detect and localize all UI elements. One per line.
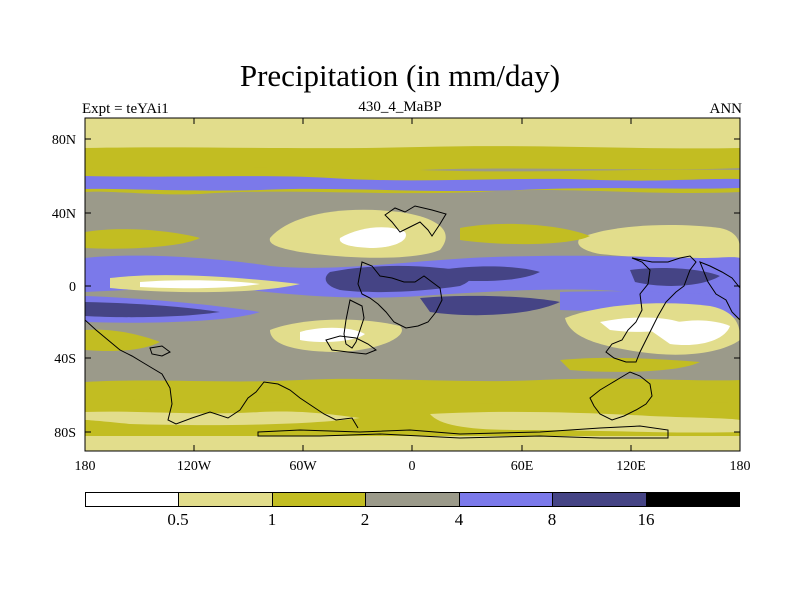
colorbar-swatch bbox=[459, 493, 554, 506]
x-tick-label: 180 bbox=[75, 459, 96, 474]
coastline-europe bbox=[384, 205, 447, 237]
coastline-southern-landmass bbox=[589, 371, 653, 421]
colorbar-label: 2 bbox=[360, 510, 370, 529]
y-tick-label: 80N bbox=[52, 133, 76, 148]
coastline-asia-australia bbox=[605, 255, 697, 363]
y-tick-label: 0 bbox=[69, 280, 76, 295]
field-olive-patch-se bbox=[560, 357, 700, 372]
coastlines bbox=[85, 205, 740, 439]
field-very-wet-core-2 bbox=[440, 266, 540, 282]
experiment-label: Expt = teYAi1 bbox=[82, 101, 169, 117]
y-tick-label: 40N bbox=[52, 207, 76, 222]
colorbar-swatch bbox=[646, 493, 739, 506]
colorbar-label: 8 bbox=[547, 510, 557, 529]
field-south-very-wet-mid bbox=[420, 295, 560, 316]
colorbar-label: 4 bbox=[454, 510, 464, 529]
x-tick-label: 120W bbox=[177, 459, 212, 474]
coastline-antarctic-shelf bbox=[257, 425, 669, 439]
x-tick-label: 0 bbox=[409, 459, 416, 474]
field-olive-patch-west bbox=[85, 229, 200, 249]
x-axis-ticks bbox=[84, 118, 741, 451]
x-tick-label: 120E bbox=[616, 459, 646, 474]
coastline-south-america-east bbox=[343, 299, 365, 349]
colorbar bbox=[85, 492, 740, 507]
field-dry-area-north-pacific bbox=[578, 225, 740, 262]
field-polar-pale-band bbox=[85, 436, 740, 451]
coastline-east-islands bbox=[699, 261, 740, 321]
y-tick-label: 80S bbox=[54, 426, 76, 441]
field-south-pale-patch-1 bbox=[85, 411, 360, 426]
field-south-olive-band bbox=[85, 378, 740, 408]
colorbar-swatch bbox=[272, 493, 367, 506]
map-field bbox=[85, 118, 740, 451]
field-olive-patch-sw bbox=[85, 329, 160, 352]
coastline-small-island bbox=[149, 345, 171, 357]
x-tick-label: 180 bbox=[730, 459, 751, 474]
x-tick-label: 60W bbox=[289, 459, 317, 474]
plot-title: Precipitation (in mm/day) bbox=[239, 58, 561, 93]
coastline-south-africa bbox=[325, 335, 378, 355]
y-axis-ticks bbox=[85, 138, 740, 433]
y-tick-label: 40S bbox=[54, 352, 76, 367]
colorbar-swatch bbox=[86, 493, 180, 506]
field-very-dry-center-1 bbox=[339, 227, 406, 248]
field-very-dry-center-2 bbox=[300, 327, 365, 342]
age-label: 430_4_MaBP bbox=[358, 99, 442, 115]
colorbar-label: 16 bbox=[637, 510, 655, 529]
field-north-olive-band bbox=[85, 146, 740, 172]
colorbar-swatch bbox=[179, 493, 273, 506]
y-tick-labels: 80N 40N 0 40S 80S bbox=[52, 133, 76, 441]
colorbar-swatch bbox=[553, 493, 647, 506]
coastline-africa bbox=[357, 261, 443, 329]
field-very-dry-center-4 bbox=[650, 320, 730, 346]
coastline-antarctic-west bbox=[85, 319, 359, 429]
field-olive-patch-east bbox=[460, 223, 590, 245]
colorbar-label: 1 bbox=[267, 510, 277, 529]
x-tick-labels: 180 120W 60W 0 60E 120E 180 bbox=[75, 459, 751, 474]
field-north-storm-track bbox=[85, 176, 740, 192]
x-tick-label: 60E bbox=[511, 459, 534, 474]
field-south-pale-patch-2 bbox=[430, 411, 740, 433]
field-very-dry-tongue bbox=[140, 280, 260, 289]
field-very-wet-core-africa bbox=[325, 265, 471, 293]
season-label: ANN bbox=[709, 101, 743, 117]
field-very-wet-core-east bbox=[630, 268, 720, 286]
colorbar-label: 0.5 bbox=[167, 510, 189, 529]
field-south-very-wet-west bbox=[85, 302, 220, 318]
colorbar-swatch bbox=[366, 493, 460, 506]
